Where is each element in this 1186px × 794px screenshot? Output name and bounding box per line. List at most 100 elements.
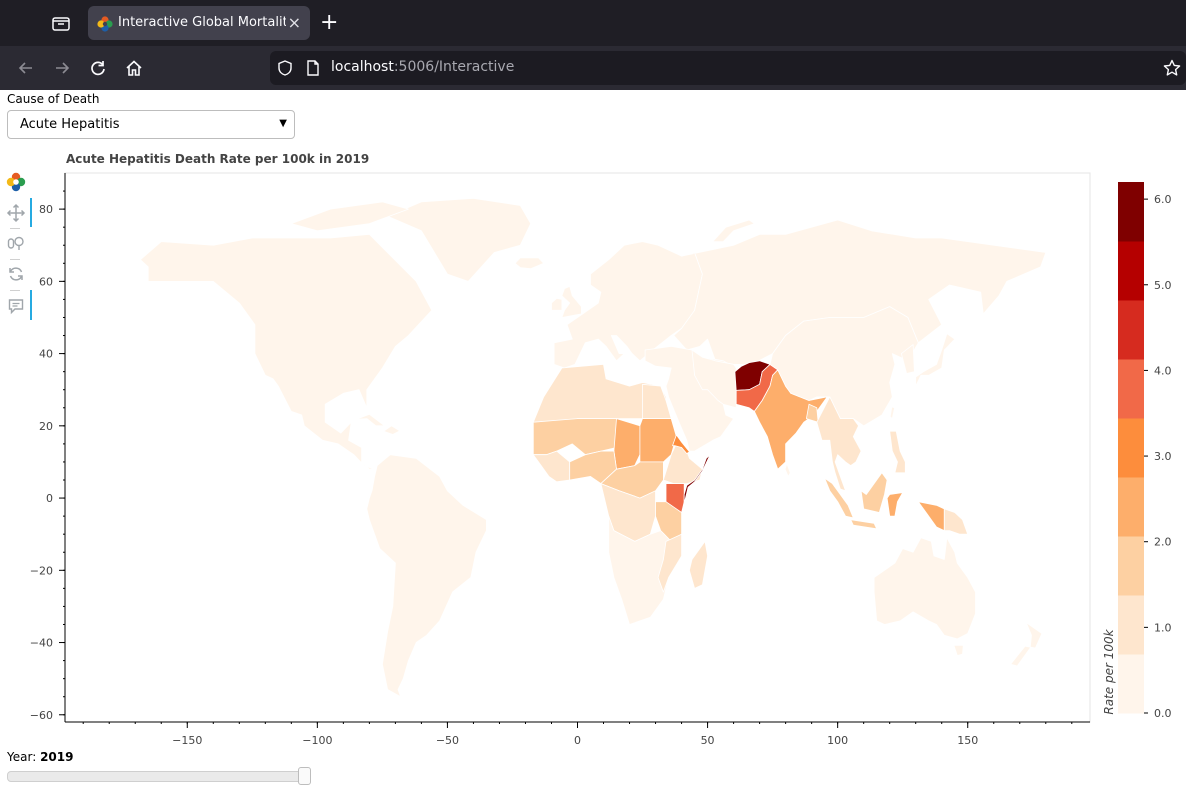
x-tick-label: −150 <box>172 734 202 747</box>
colorbar-tick-label: 2.0 <box>1154 536 1172 549</box>
colorbar-label: Rate per 100k <box>1102 628 1116 714</box>
back-icon[interactable] <box>16 58 36 78</box>
page-icon[interactable] <box>304 59 322 81</box>
y-tick-label: −60 <box>30 709 53 722</box>
region-somalia[interactable] <box>683 454 711 504</box>
reload-icon[interactable] <box>88 58 108 78</box>
bokeh-favicon-icon <box>97 16 113 36</box>
y-tick-label: 40 <box>39 348 53 361</box>
year-slider-track[interactable] <box>7 771 311 782</box>
colorbar-band <box>1118 477 1144 537</box>
y-tick-label: −40 <box>30 637 53 650</box>
region-sulawesi[interactable] <box>886 492 904 517</box>
pan-icon[interactable] <box>6 203 26 223</box>
bokeh-logo-icon[interactable] <box>6 172 26 192</box>
map-title: Acute Hepatitis Death Rate per 100k in 2… <box>66 152 370 166</box>
url-bar[interactable]: localhost:5006/Interactive <box>270 51 1186 85</box>
cause-of-death-select[interactable]: Acute Hepatitis ▼ <box>7 110 295 139</box>
colorbar-tick-label: 3.0 <box>1154 450 1172 463</box>
region-cuba[interactable] <box>355 413 385 427</box>
pan-active-indicator <box>30 198 32 227</box>
region-novaya-zemlya[interactable] <box>712 219 755 243</box>
year-label: Year: 2019 <box>7 750 74 764</box>
year-value: 2019 <box>40 750 74 764</box>
x-tick-label: −100 <box>302 734 332 747</box>
browser-tab[interactable]: Interactive Global Mortality Dashboard × <box>88 6 310 40</box>
region-hispaniola[interactable] <box>383 425 401 435</box>
region-taiwan[interactable] <box>889 406 895 420</box>
region-java[interactable] <box>850 519 878 530</box>
region-north-america[interactable] <box>139 233 433 470</box>
hover-icon[interactable] <box>6 296 26 316</box>
region-sri-lanka[interactable] <box>784 463 791 477</box>
x-tick-label: 0 <box>574 734 581 747</box>
region-southeast-asia[interactable] <box>816 396 862 492</box>
region-south-america[interactable] <box>366 454 487 698</box>
region-japan[interactable] <box>915 333 956 387</box>
toolbar-divider <box>10 228 20 229</box>
cause-of-death-value: Acute Hepatitis <box>20 117 120 132</box>
region-borneo[interactable] <box>860 472 888 513</box>
x-tick-label: 50 <box>701 734 715 747</box>
colorbar-tick-label: 6.0 <box>1154 193 1172 206</box>
colorbar-band <box>1118 595 1144 655</box>
region-papua-new-guinea[interactable] <box>943 508 969 535</box>
x-tick-label: 100 <box>827 734 848 747</box>
region-eritrea[interactable] <box>672 434 690 455</box>
toolbar-divider <box>10 259 20 260</box>
region-chad[interactable] <box>613 418 641 470</box>
y-tick-label: 60 <box>39 275 53 288</box>
region-sumatra[interactable] <box>824 477 854 519</box>
colorbar-tick-label: 5.0 <box>1154 279 1172 292</box>
region-china-east-asia[interactable] <box>769 306 919 427</box>
url-text: localhost:5006/Interactive <box>331 59 515 75</box>
y-tick-label: 0 <box>46 492 53 505</box>
tab-title: Interactive Global Mortality Dashboard <box>118 15 286 30</box>
plot-toolbar <box>0 170 34 330</box>
colorbar-tick-label: 4.0 <box>1154 364 1172 377</box>
colorbar-band <box>1118 418 1144 478</box>
dropdown-arrow-icon: ▼ <box>279 118 287 129</box>
colorbar-band <box>1118 182 1144 242</box>
new-tab-button[interactable]: + <box>320 10 339 35</box>
region-bangladesh[interactable] <box>806 403 819 423</box>
region-new-zealand[interactable] <box>1010 622 1043 667</box>
shield-icon[interactable] <box>276 59 294 81</box>
colorbar-tick-label: 0.0 <box>1154 707 1172 720</box>
region-korea[interactable] <box>901 344 915 374</box>
cause-of-death-label: Cause of Death <box>7 92 100 106</box>
year-slider-handle[interactable] <box>298 767 311 785</box>
y-tick-label: −20 <box>30 564 53 577</box>
colorbar-band <box>1118 241 1144 301</box>
region-tasmania[interactable] <box>953 645 964 656</box>
region-arctic-islands[interactable] <box>290 201 409 232</box>
colorbar-band <box>1118 536 1144 596</box>
region-mozambique[interactable] <box>657 533 682 593</box>
x-tick-label: −50 <box>436 734 459 747</box>
region-iceland[interactable] <box>514 257 545 270</box>
forward-icon[interactable] <box>52 58 72 78</box>
wheel-zoom-icon[interactable] <box>6 233 26 253</box>
y-tick-label: 80 <box>39 203 53 216</box>
bookmark-star-icon[interactable] <box>1162 58 1182 82</box>
colorbar-band <box>1118 654 1144 714</box>
region-great-britain[interactable] <box>561 285 582 318</box>
tab-close-icon[interactable]: × <box>287 13 301 32</box>
colorbar-band <box>1118 300 1144 360</box>
region-madagascar[interactable] <box>689 541 708 589</box>
colorbar-band <box>1118 359 1144 419</box>
region-ireland[interactable] <box>551 297 563 311</box>
y-tick-label: 20 <box>39 420 53 433</box>
x-tick-label: 150 <box>957 734 978 747</box>
region-philippines[interactable] <box>889 430 906 474</box>
hover-active-indicator <box>30 290 32 320</box>
map-regions <box>139 197 1047 698</box>
region-iran-central[interactable] <box>691 349 737 409</box>
home-icon[interactable] <box>124 58 144 78</box>
tab-list-icon[interactable] <box>50 12 72 34</box>
reset-icon[interactable] <box>6 264 26 284</box>
region-australia[interactable] <box>873 537 976 640</box>
browser-nav-bar: localhost:5006/Interactive <box>0 46 1186 90</box>
region-greenland[interactable] <box>387 197 532 282</box>
